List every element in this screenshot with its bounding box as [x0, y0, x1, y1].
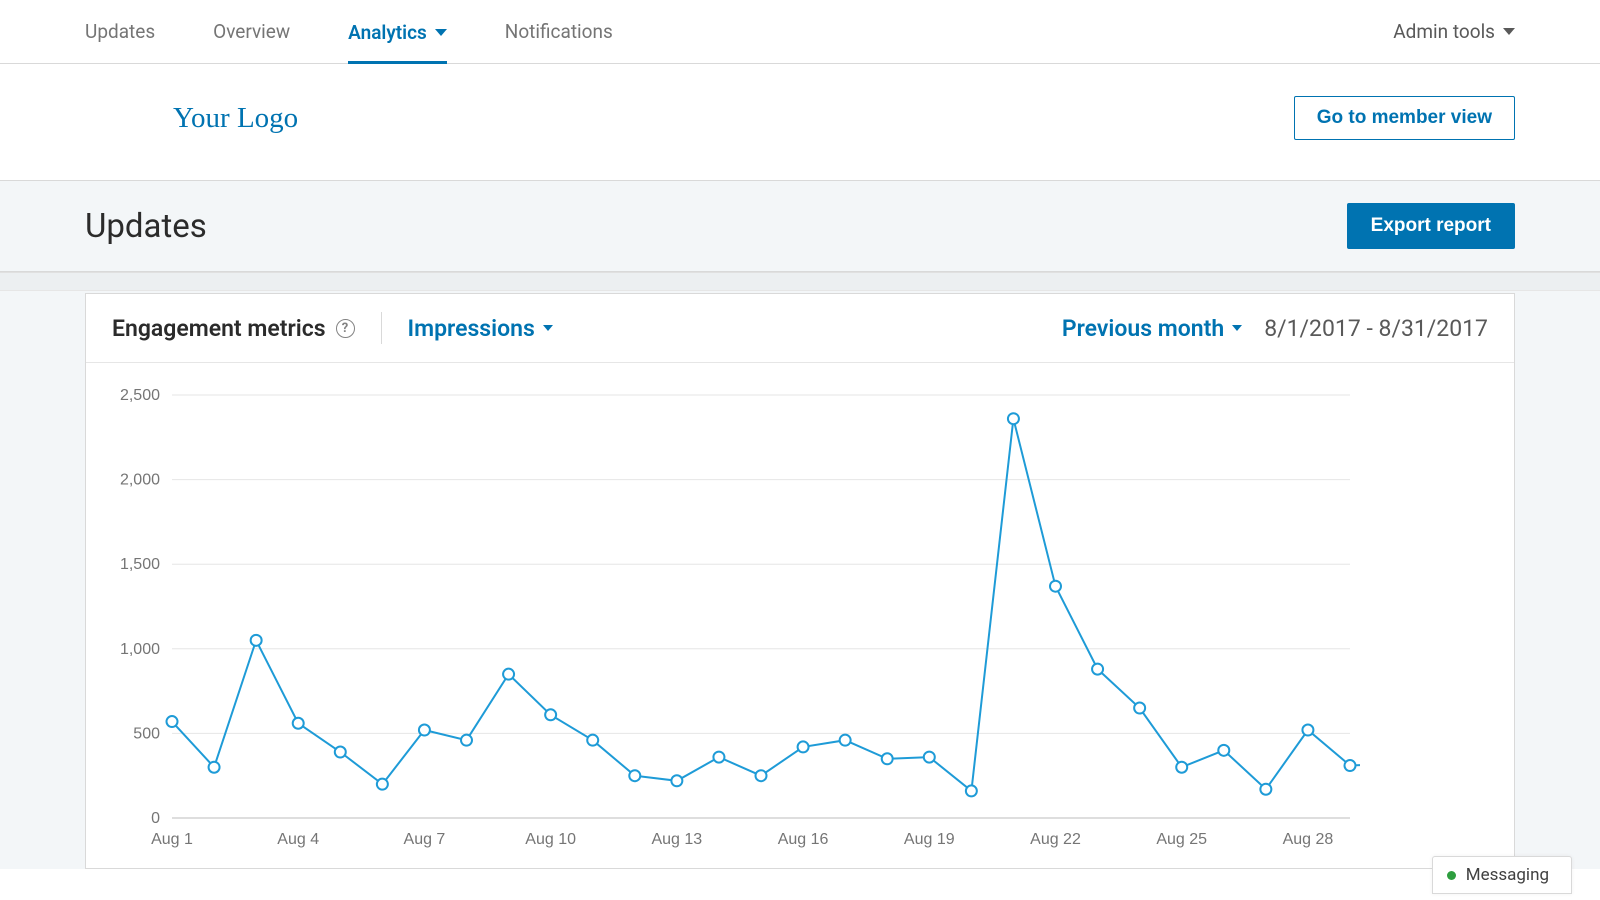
- svg-text:Aug 4: Aug 4: [277, 831, 319, 848]
- svg-text:2,000: 2,000: [120, 472, 160, 489]
- svg-text:Aug 7: Aug 7: [404, 831, 446, 848]
- metric-dropdown-label: Impressions: [408, 315, 535, 342]
- messaging-label: Messaging: [1466, 865, 1549, 885]
- admin-tools-label: Admin tools: [1393, 20, 1495, 43]
- tab-updates[interactable]: Updates: [85, 0, 155, 63]
- period-dropdown[interactable]: Previous month: [1062, 315, 1242, 342]
- svg-text:0: 0: [151, 810, 160, 827]
- svg-text:Aug 25: Aug 25: [1156, 831, 1207, 848]
- chart-container: 0 500 1,000 1,500 2,000 2,500 Aug 1 Aug 4 Aug 7 A…: [86, 363, 1514, 868]
- chevron-down-icon: [1232, 325, 1242, 331]
- svg-text:500: 500: [133, 725, 160, 742]
- date-range: 8/1/2017 - 8/31/2017: [1264, 315, 1488, 342]
- svg-text:Aug 28: Aug 28: [1283, 831, 1334, 848]
- svg-text:1,500: 1,500: [120, 556, 160, 573]
- help-icon[interactable]: ?: [336, 319, 355, 338]
- tab-analytics-label: Analytics: [348, 21, 427, 44]
- member-view-button[interactable]: Go to member view: [1294, 96, 1515, 140]
- company-header: Your Logo Go to member view: [0, 64, 1600, 180]
- metric-title: Engagement metrics ?: [112, 315, 355, 342]
- metric-title-text: Engagement metrics: [112, 315, 326, 342]
- period-dropdown-label: Previous month: [1062, 315, 1224, 342]
- tab-notifications[interactable]: Notifications: [505, 0, 613, 63]
- section-header: Updates Export report: [0, 180, 1600, 272]
- chevron-down-icon: [543, 325, 553, 331]
- svg-text:Aug 10: Aug 10: [525, 831, 576, 848]
- svg-text:1,000: 1,000: [120, 641, 160, 658]
- company-name: Your Logo: [173, 102, 298, 135]
- tab-overview[interactable]: Overview: [213, 0, 290, 63]
- status-online-icon: [1447, 871, 1456, 880]
- company-logo: [85, 84, 153, 152]
- metric-dropdown[interactable]: Impressions: [408, 315, 553, 342]
- impressions-line-chart: 0 500 1,000 1,500 2,000 2,500 Aug 1 Aug 4 Aug 7 A…: [104, 383, 1360, 858]
- divider: [381, 312, 382, 344]
- engagement-metrics-card: Engagement metrics ? Impressions Previou…: [85, 293, 1515, 869]
- svg-text:Aug 16: Aug 16: [778, 831, 829, 848]
- tab-analytics[interactable]: Analytics: [348, 1, 447, 64]
- svg-text:Aug 13: Aug 13: [651, 831, 702, 848]
- content-area: Engagement metrics ? Impressions Previou…: [0, 290, 1600, 869]
- svg-text:Aug 19: Aug 19: [904, 831, 955, 848]
- top-navigation: Updates Overview Analytics Notifications…: [0, 0, 1600, 64]
- chevron-down-icon: [435, 29, 447, 36]
- messaging-widget[interactable]: Messaging: [1432, 856, 1572, 894]
- card-header: Engagement metrics ? Impressions Previou…: [86, 294, 1514, 363]
- svg-text:Aug 1: Aug 1: [151, 831, 193, 848]
- admin-tools-dropdown[interactable]: Admin tools: [1393, 20, 1515, 43]
- svg-text:Aug 22: Aug 22: [1030, 831, 1081, 848]
- chevron-down-icon: [1503, 28, 1515, 35]
- svg-text:2,500: 2,500: [120, 387, 160, 404]
- export-report-button[interactable]: Export report: [1347, 203, 1515, 249]
- section-title: Updates: [85, 207, 207, 246]
